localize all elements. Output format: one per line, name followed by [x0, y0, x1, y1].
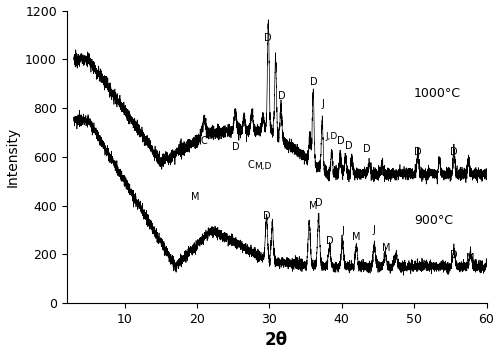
Text: C: C [248, 160, 254, 170]
Text: J: J [322, 99, 324, 109]
Text: D: D [345, 141, 353, 151]
X-axis label: 2θ: 2θ [265, 332, 288, 349]
Text: J: J [341, 226, 344, 236]
Text: 1000°C: 1000°C [414, 87, 461, 100]
Text: M: M [382, 243, 390, 253]
Text: D: D [264, 33, 272, 43]
Text: M: M [192, 192, 200, 202]
Text: 900°C: 900°C [414, 214, 453, 227]
Text: J,D: J,D [326, 132, 338, 141]
Text: D: D [232, 142, 239, 152]
Text: D: D [310, 77, 318, 87]
Text: M: M [352, 232, 360, 242]
Text: M: M [466, 253, 475, 263]
Text: D: D [414, 147, 422, 157]
Text: D: D [364, 144, 371, 154]
Text: D: D [278, 91, 285, 101]
Text: J: J [467, 157, 470, 166]
Text: D: D [316, 198, 323, 208]
Text: D: D [450, 147, 458, 157]
Text: D: D [450, 251, 458, 261]
Text: M: M [308, 201, 317, 211]
Text: D: D [326, 236, 334, 246]
Text: C: C [201, 136, 207, 146]
Text: J: J [274, 63, 278, 73]
Text: M,D: M,D [254, 163, 272, 171]
Text: D: D [264, 212, 271, 222]
Text: D: D [337, 136, 345, 146]
Text: J: J [373, 225, 376, 235]
Y-axis label: Intensity: Intensity [6, 127, 20, 187]
